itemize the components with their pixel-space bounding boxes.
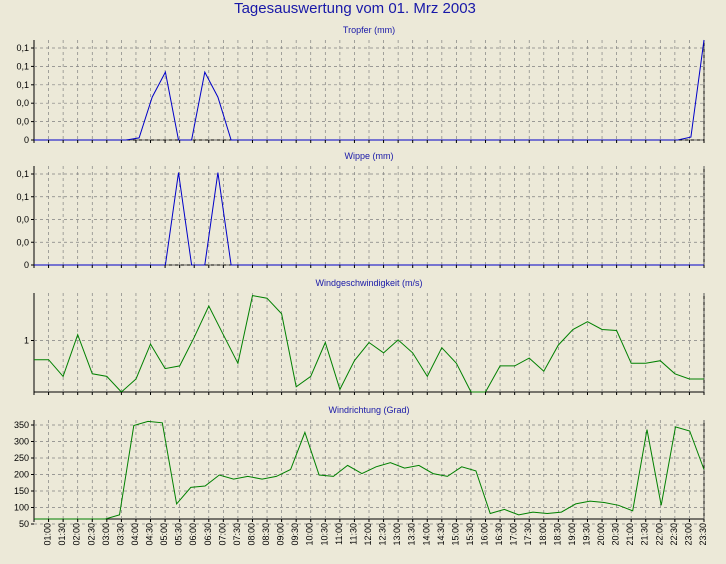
- x-tick-label: 20:30: [611, 523, 621, 546]
- y-tick-label: 0,1: [16, 192, 29, 202]
- y-tick-label: 150: [14, 486, 29, 496]
- y-tick-label: 100: [14, 503, 29, 513]
- series-line-1: [34, 420, 705, 520]
- x-tick-label: 23:30: [698, 523, 708, 546]
- x-tick-label: 10:00: [305, 523, 315, 546]
- x-tick-label: 17:00: [509, 523, 519, 546]
- chart-panel-1: 0,1 0,1 0,1 0,0 0,0 0 Tropfer (mm): [16, 25, 705, 145]
- x-tick-label: 11:00: [334, 523, 344, 545]
- y-tick-label: 0,1: [16, 80, 29, 90]
- chart-panel-4: 350 300 250 200 150 100 50 Windrichtung (Grad): [14, 405, 705, 529]
- x-tick-label: 13:30: [407, 523, 417, 546]
- x-tick-label: 15:00: [450, 523, 460, 546]
- x-tick-label: 08:00: [246, 523, 256, 546]
- x-tick-label: 15:30: [465, 523, 475, 546]
- x-tick-label: 01:30: [57, 523, 67, 546]
- page-title: Tagesauswertung vom 01. Mrz 2003: [234, 0, 476, 17]
- x-tick-label: 20:00: [596, 523, 606, 546]
- x-tick-label: 10:30: [319, 523, 329, 546]
- x-tick-label: 22:00: [654, 523, 664, 546]
- x-tick-label: 04:30: [145, 523, 155, 546]
- x-tick-label: 18:00: [538, 523, 548, 546]
- y-tick-label: 0,1: [16, 43, 29, 53]
- y-tick-label: 0,1: [16, 169, 29, 179]
- panel-title: Tropfer (mm): [343, 25, 395, 35]
- x-tick-label: 23:00: [683, 523, 693, 546]
- y-tick-label: 0,0: [16, 215, 29, 225]
- x-tick-label: 21:30: [640, 523, 650, 546]
- y-tick-label: 350: [14, 420, 29, 430]
- x-axis-labels: 01:00 01:30 02:00 02:30 03:00 03:30 04:00 04:30…: [43, 523, 708, 546]
- panel-title: Windgeschwindigkeit (m/s): [315, 278, 422, 288]
- x-tick-label: 03:30: [115, 523, 125, 546]
- y-tick-label: 0,1: [16, 61, 29, 71]
- x-tick-label: 19:00: [567, 523, 577, 546]
- x-tick-label: 14:00: [421, 523, 431, 546]
- y-tick-label: 1: [24, 336, 29, 346]
- x-tick-label: 09:30: [290, 523, 300, 546]
- x-tick-label: 19:30: [581, 523, 591, 546]
- x-tick-label: 05:00: [159, 523, 169, 546]
- x-tick-label: 04:00: [130, 523, 140, 546]
- y-tick-label: 250: [14, 453, 29, 463]
- x-tick-label: 01:00: [43, 523, 53, 546]
- x-tick-label: 02:30: [86, 523, 96, 546]
- x-tick-label: 14:30: [436, 523, 446, 546]
- x-tick-label: 05:30: [174, 523, 184, 546]
- panel-title: Windrichtung (Grad): [328, 405, 409, 415]
- x-tick-label: 07:30: [232, 523, 242, 546]
- y-tick-label: 0,0: [16, 98, 29, 108]
- y-tick-label: 200: [14, 470, 29, 480]
- x-tick-label: 17:30: [523, 523, 533, 546]
- x-tick-label: 07:00: [217, 523, 227, 546]
- x-tick-label: 16:30: [494, 523, 504, 546]
- y-tick-label: 0,0: [16, 237, 29, 247]
- x-tick-label: 02:00: [72, 523, 82, 546]
- x-tick-label: 13:00: [392, 523, 402, 546]
- x-tick-label: 18:30: [552, 523, 562, 546]
- panel-title: Wippe (mm): [345, 151, 394, 161]
- x-tick-label: 03:00: [101, 523, 111, 546]
- x-tick-label: 12:30: [378, 523, 388, 546]
- y-tick-label: 0: [24, 260, 29, 270]
- y-tick-label: 0: [24, 135, 29, 145]
- y-tick-label: 300: [14, 437, 29, 447]
- series-line-1: [34, 295, 704, 393]
- y-tick-label: 0,0: [16, 117, 29, 127]
- x-tick-label: 21:00: [625, 523, 635, 546]
- x-tick-label: 12:00: [363, 523, 373, 546]
- x-tick-label: 09:00: [276, 523, 286, 546]
- x-tick-label: 06:30: [203, 523, 213, 546]
- x-tick-label: 06:00: [188, 523, 198, 546]
- chart-panel-3: 1 Windgeschwindigkeit (m/s): [24, 278, 705, 395]
- x-tick-label: 08:30: [261, 523, 271, 546]
- x-tick-label: 16:00: [480, 523, 490, 546]
- y-tick-label: 50: [19, 519, 29, 529]
- x-tick-label: 11:30: [348, 523, 358, 545]
- chart-panel-2: 0,1 0,1 0,0 0,0 0 Wippe (mm): [16, 151, 705, 270]
- x-tick-label: 22:30: [669, 523, 679, 546]
